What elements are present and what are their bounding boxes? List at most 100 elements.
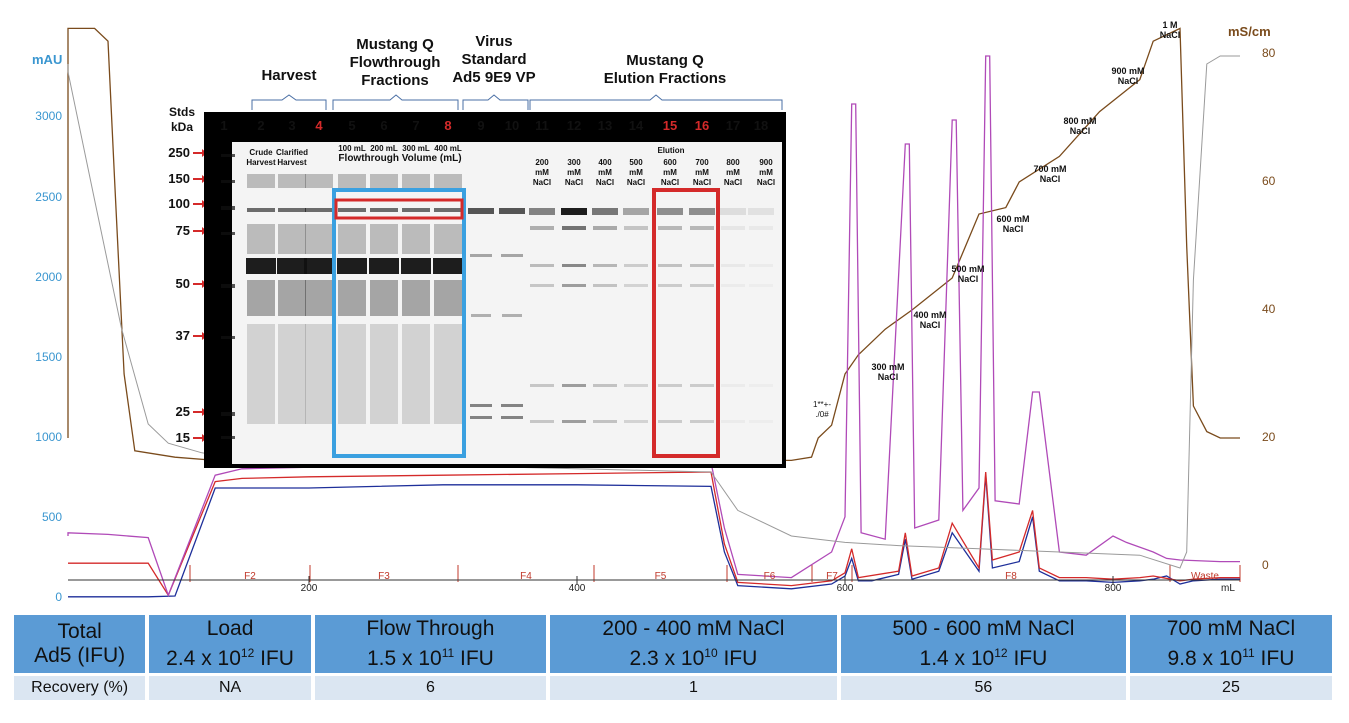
- gel-band: [305, 174, 333, 188]
- gel-band: [721, 284, 745, 287]
- gel-band: [499, 208, 525, 214]
- gel-band: [221, 436, 235, 439]
- gel-band: [658, 420, 682, 423]
- gel-band: [749, 384, 773, 387]
- gel-band: [277, 258, 307, 274]
- mw-marker-250: 250: [168, 145, 190, 160]
- nacl-500-600-title: 500 - 600 mM NaCl: [892, 617, 1075, 640]
- gel-band: [370, 280, 398, 316]
- gel-band: [370, 174, 398, 188]
- lane-13-label: 400 mM NaCl: [595, 158, 615, 187]
- gel-band: [305, 208, 333, 212]
- gel-band: [690, 264, 714, 267]
- gel-band: [247, 324, 275, 424]
- gel-band: [434, 208, 462, 212]
- nacl-700-unit: IFU: [1254, 647, 1295, 670]
- gel-band: [749, 284, 773, 287]
- recovery-200-400: 1: [549, 676, 837, 700]
- gel-band: [246, 258, 276, 274]
- salt-step-label: 300 mM NaCl: [871, 362, 905, 382]
- lane-18-label: 900 mM NaCl: [756, 158, 776, 187]
- recovery-500-600: 56: [840, 676, 1126, 700]
- mw-marker-75: 75: [175, 223, 190, 238]
- gel-band: [470, 416, 492, 419]
- gel-band: [221, 180, 235, 183]
- gel-band: [304, 258, 334, 274]
- x-tick-label: 400: [568, 583, 586, 594]
- gel-band: [247, 208, 275, 212]
- lane-15-label: 600 mM NaCl: [660, 158, 680, 187]
- nacl-500-600-unit: IFU: [1007, 647, 1048, 670]
- gel-band: [434, 280, 462, 316]
- gel-band: [402, 324, 430, 424]
- virus-standard-header: Virus Standard Ad5 9E9 VP: [452, 33, 536, 86]
- gel-band: [561, 208, 587, 215]
- mw-marker-25: 25: [175, 404, 190, 419]
- recovery-flowthrough: 6: [314, 676, 546, 700]
- gel-band: [471, 314, 491, 317]
- gel-band: [562, 226, 586, 230]
- nacl-200-400-unit: IFU: [717, 647, 758, 670]
- nacl-500-600-exp: 12: [994, 646, 1008, 660]
- nacl-200-400-exp: 10: [704, 646, 718, 660]
- gel-band: [434, 224, 462, 254]
- gel-band: [749, 420, 773, 423]
- lane-number-7: 7: [412, 118, 420, 133]
- y-right-tick-label: 80: [1262, 46, 1276, 60]
- fraction-boundaries: [189, 565, 1241, 582]
- gel-band: [748, 208, 774, 215]
- gel-band: [338, 280, 366, 316]
- gel-band: [689, 208, 715, 215]
- lane-number-17: 17: [725, 118, 741, 133]
- y-right-tick-label: 20: [1262, 430, 1276, 444]
- x-axis-ticks: [308, 576, 1114, 584]
- recovery-row: Recovery (%) NA 6 1 56 25: [14, 676, 1332, 700]
- mw-marker-37: 37: [175, 328, 190, 343]
- series-uv280-line: [68, 475, 1240, 598]
- gel-band: [658, 284, 682, 287]
- lane-number-11: 11: [535, 118, 549, 133]
- lane-number-5: 5: [348, 118, 356, 133]
- gel-band: [338, 208, 366, 212]
- gel-band: [501, 254, 523, 257]
- load-cell: Load 2.4 x 1012 IFU: [149, 615, 311, 673]
- lane-number-2: 2: [257, 118, 265, 133]
- gel-band: [338, 324, 366, 424]
- lane-17-label: 800 mM NaCl: [723, 158, 743, 187]
- gel-band: [470, 404, 492, 407]
- nacl-700-value: 9.8 x 10: [1167, 647, 1243, 670]
- vol-200-label: 200 mL: [370, 144, 398, 153]
- recovery-table: Total Ad5 (IFU) Load 2.4 x 1012 IFU Flow…: [10, 612, 1336, 703]
- lane-number-12: 12: [566, 118, 582, 133]
- gel-band: [278, 280, 306, 316]
- gel-band: [401, 258, 431, 274]
- gel-band: [720, 208, 746, 215]
- gel-band: [370, 224, 398, 254]
- mw-marker-50: 50: [175, 276, 190, 291]
- mq-elution-header: Mustang Q Elution Fractions: [603, 52, 727, 87]
- gel-band: [221, 284, 235, 288]
- mw-marker-arrow: [193, 227, 207, 235]
- gel-band: [690, 284, 714, 287]
- series-conductivity-line: [67, 27, 1240, 462]
- fraction-label-f2: F2: [244, 571, 256, 582]
- y-right-tick-label: 0: [1262, 558, 1269, 572]
- gel-band: [338, 224, 366, 254]
- lane-number-13: 13: [597, 118, 613, 133]
- gel-band: [221, 154, 235, 157]
- gel-band: [624, 226, 648, 230]
- gel-band: [278, 224, 306, 254]
- lane-number-8: 8: [444, 118, 452, 133]
- 100kda-band-highlight: [334, 198, 464, 220]
- gel-band: [221, 336, 235, 339]
- gel-band: [530, 284, 554, 287]
- gel-band: [624, 420, 648, 423]
- gel-band: [749, 226, 773, 230]
- mw-marker-arrow: [193, 175, 207, 183]
- gel-band: [370, 208, 398, 212]
- ifu-row: Total Ad5 (IFU) Load 2.4 x 1012 IFU Flow…: [14, 615, 1332, 673]
- gel-band: [562, 420, 586, 423]
- mw-marker-arrow: [193, 332, 207, 340]
- gel-band: [221, 206, 235, 210]
- elution-label: Elution: [657, 146, 685, 155]
